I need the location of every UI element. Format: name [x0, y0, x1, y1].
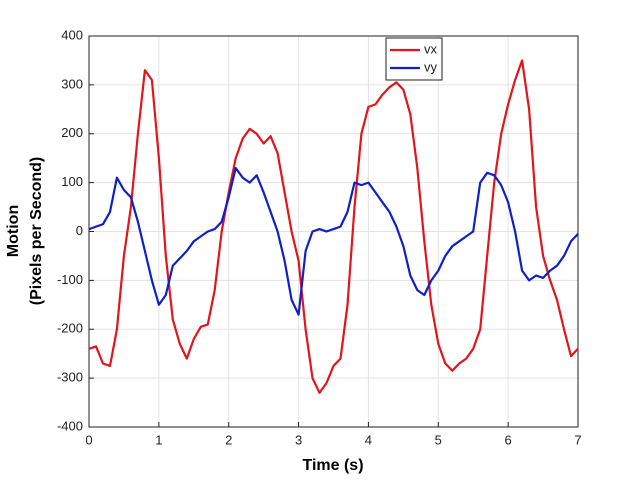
x-tick-label: 0 [85, 432, 92, 447]
y-tick-label: 400 [61, 27, 83, 42]
y-tick-label: 300 [61, 76, 83, 91]
x-tick-label: 6 [505, 432, 512, 447]
plot-frame [88, 35, 579, 428]
y-tick-label: -100 [57, 272, 83, 287]
y-axis-label: (Pixels per Second) [28, 157, 45, 306]
legend-box [385, 37, 443, 81]
y-axis-label: Motion [5, 205, 22, 257]
x-tick-label: 7 [574, 432, 581, 447]
y-tick-label: 200 [61, 125, 83, 140]
y-tick-label: 0 [76, 223, 83, 238]
x-axis-label: Time (s) [302, 457, 363, 474]
line-series [88, 59, 579, 394]
line-series [88, 166, 579, 316]
x-tick-label: 1 [155, 432, 162, 447]
legend-label: vx [424, 41, 438, 56]
x-tick-label: 4 [365, 432, 372, 447]
y-tick-label: -400 [57, 418, 83, 433]
x-tick-label: 2 [225, 432, 232, 447]
y-tick-label: -300 [57, 370, 83, 385]
y-tick-label: -200 [57, 321, 83, 336]
legend-label: vy [424, 59, 438, 74]
x-tick-label: 5 [435, 432, 442, 447]
y-tick-label: 100 [61, 174, 83, 189]
x-tick-label: 3 [295, 432, 302, 447]
